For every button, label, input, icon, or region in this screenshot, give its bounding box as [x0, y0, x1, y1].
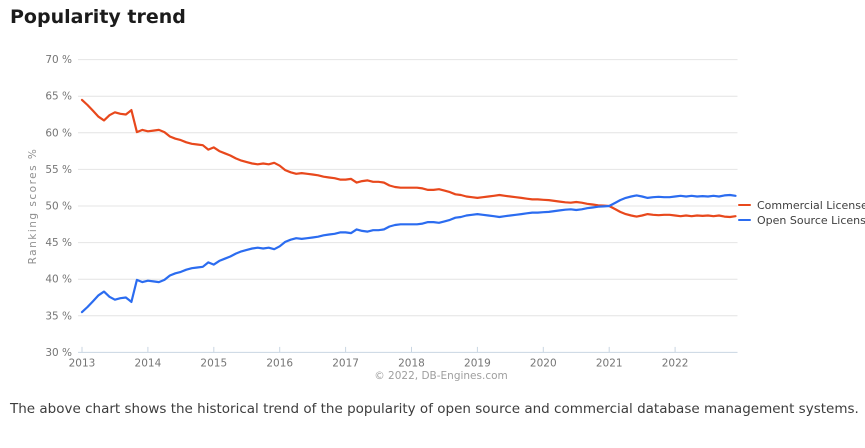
svg-text:70 %: 70 %: [45, 54, 72, 66]
svg-text:2013: 2013: [69, 357, 96, 369]
y-axis-title: Ranking scores %: [27, 148, 39, 265]
chart-caption: The above chart shows the historical tre…: [10, 401, 859, 417]
svg-text:2021: 2021: [596, 357, 623, 369]
svg-text:2020: 2020: [530, 357, 557, 369]
svg-text:2018: 2018: [398, 357, 425, 369]
svg-text:45 %: 45 %: [45, 237, 72, 249]
svg-text:2014: 2014: [135, 357, 162, 369]
open-source-line-swatch: [738, 218, 751, 222]
data-lines: [80, 98, 737, 314]
svg-text:2022: 2022: [662, 357, 689, 369]
svg-text:2015: 2015: [200, 357, 227, 369]
chart-canvas[interactable]: 30 % 35 % 40 % 45 % 50 % 55 % 60 % 65 % 70 % 201…: [0, 0, 865, 392]
svg-text:30 %: 30 %: [45, 347, 72, 359]
svg-text:55 %: 55 %: [45, 164, 72, 176]
commercial-legend-label: Commercial License: [757, 198, 865, 212]
chart-attribution: © 2022, DB-Engines.com: [374, 370, 508, 382]
legend-item-commercial: Commercial License: [738, 198, 865, 212]
commercial-line-swatch: [738, 203, 751, 207]
open-source-legend-label: Open Source License: [757, 213, 865, 227]
svg-text:50 %: 50 %: [45, 201, 72, 213]
svg-text:40 %: 40 %: [45, 274, 72, 286]
svg-text:2016: 2016: [266, 357, 293, 369]
axes: 2013 2014 2015 2016 2017 2018 2019 2020 2021 2022: [69, 346, 738, 369]
svg-text:2019: 2019: [464, 357, 491, 369]
legend-item-open-source: Open Source License: [738, 213, 865, 227]
chart-legend: Commercial License Open Source License: [738, 198, 865, 227]
page-title: Popularity trend: [10, 6, 186, 28]
svg-text:35 %: 35 %: [45, 310, 72, 322]
svg-text:65 %: 65 %: [45, 91, 72, 103]
svg-text:2017: 2017: [332, 357, 359, 369]
svg-text:60 %: 60 %: [45, 127, 72, 139]
gridlines: 30 % 35 % 40 % 45 % 50 % 55 % 60 % 65 % 70 %: [45, 54, 738, 359]
